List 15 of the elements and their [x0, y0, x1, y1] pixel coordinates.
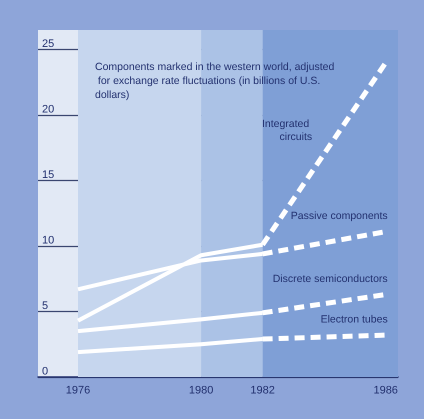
x-tick-label: 1982 — [250, 384, 275, 396]
text: Discrete semiconductors — [272, 273, 388, 286]
y-tick-label: 0 — [42, 366, 48, 378]
x-tick-label: 1976 — [66, 384, 90, 396]
y-tick-label: 25 — [42, 38, 54, 50]
y-tick-label: 20 — [42, 104, 54, 116]
y-tick-label: 5 — [42, 300, 48, 312]
x-tick-label: 1986 — [373, 384, 398, 396]
y-tick-label: 10 — [42, 234, 54, 247]
x-tick-label: 1980 — [188, 384, 214, 396]
text: Components marked in the western world, adjusted for exchange rate fluctuations (in billions of U.S. dollars) — [95, 61, 334, 101]
text: Integrated circuits — [262, 118, 312, 144]
text: Electron tubes — [320, 314, 388, 326]
y-tick-label: 15 — [42, 169, 54, 182]
text: Passive components — [290, 210, 388, 222]
